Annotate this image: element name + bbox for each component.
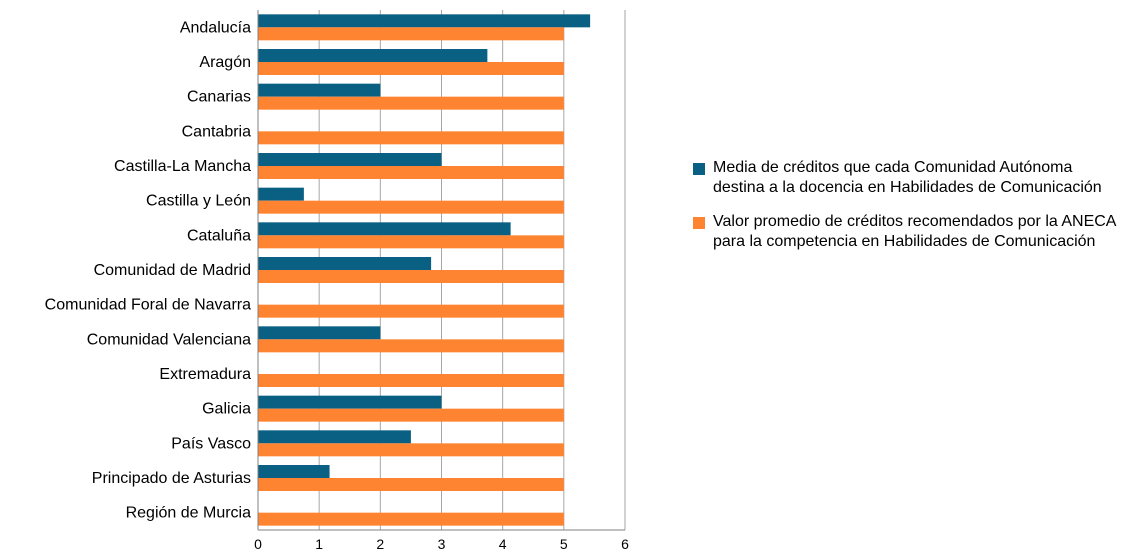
category-label-4: Castilla-La Mancha — [114, 158, 251, 175]
x-tick-label-3: 3 — [438, 536, 446, 552]
bar-series-1-5 — [258, 187, 304, 201]
category-label-9: Comunidad Valenciana — [87, 331, 251, 348]
bar-series-1-1 — [258, 49, 488, 62]
category-label-11: Galicia — [202, 401, 251, 418]
category-label-1: Aragón — [199, 54, 251, 71]
bar-series-1-0 — [258, 14, 591, 28]
bar-series-1-4 — [258, 153, 442, 166]
bar-series-1-11 — [258, 395, 442, 409]
legend-swatch-series-2 — [693, 217, 705, 229]
bar-series-2-4 — [258, 166, 564, 179]
x-tick-label-0: 0 — [254, 536, 262, 552]
bar-series-2-9 — [258, 339, 564, 353]
bars — [258, 14, 591, 526]
bar-series-2-8 — [258, 304, 564, 318]
bar-series-2-11 — [258, 408, 564, 422]
category-label-8: Comunidad Foral de Navarra — [45, 297, 251, 314]
legend-item-series-1: Media de créditos que cada Comunidad Aut… — [693, 158, 1123, 198]
legend-label-series-2: Valor promedio de créditos recomendados … — [713, 213, 1116, 250]
bar-series-1-9 — [258, 326, 381, 340]
bar-series-1-6 — [258, 222, 511, 236]
category-label-7: Comunidad de Madrid — [94, 262, 251, 279]
x-tick-label-4: 4 — [499, 536, 507, 552]
bar-series-2-14 — [258, 512, 564, 526]
bar-series-2-6 — [258, 235, 564, 249]
bar-series-1-13 — [258, 465, 330, 478]
x-tick-label-5: 5 — [560, 536, 568, 552]
bar-series-2-13 — [258, 478, 564, 491]
bar-series-2-2 — [258, 96, 564, 110]
axes — [257, 10, 625, 531]
category-label-13: Principado de Asturias — [92, 470, 251, 487]
bar-series-2-5 — [258, 200, 564, 214]
category-label-5: Castilla y León — [146, 193, 251, 210]
x-tick-label-2: 2 — [376, 536, 384, 552]
category-labels: Andalucía Aragón Canarias Cantabria Castilla… — [45, 19, 251, 521]
tick-labels: 0 1 2 3 4 5 6 — [254, 536, 629, 552]
category-label-3: Cantabria — [182, 123, 251, 140]
category-label-14: Región de Murcia — [126, 505, 252, 522]
category-label-6: Cataluña — [187, 227, 251, 244]
bar-series-2-12 — [258, 443, 564, 457]
category-label-12: País Vasco — [171, 435, 251, 452]
bar-series-1-12 — [258, 430, 411, 444]
category-label-10: Extremadura — [159, 366, 251, 383]
bar-series-2-3 — [258, 131, 564, 145]
category-label-0: Andalucía — [180, 19, 251, 36]
x-tick-label-6: 6 — [621, 536, 629, 552]
legend-swatch-series-1 — [693, 163, 705, 175]
bar-series-2-10 — [258, 374, 564, 387]
category-label-2: Canarias — [187, 89, 251, 106]
bar-series-1-2 — [258, 83, 381, 97]
legend-item-series-2: Valor promedio de créditos recomendados … — [693, 212, 1123, 252]
bar-series-1-7 — [258, 257, 432, 270]
legend: Media de créditos que cada Comunidad Aut… — [693, 158, 1123, 266]
legend-label-series-1: Media de créditos que cada Comunidad Aut… — [713, 159, 1102, 196]
bar-series-2-1 — [258, 62, 564, 75]
x-tick-label-1: 1 — [315, 536, 323, 552]
bar-series-2-7 — [258, 270, 564, 283]
bar-series-2-0 — [258, 27, 564, 41]
